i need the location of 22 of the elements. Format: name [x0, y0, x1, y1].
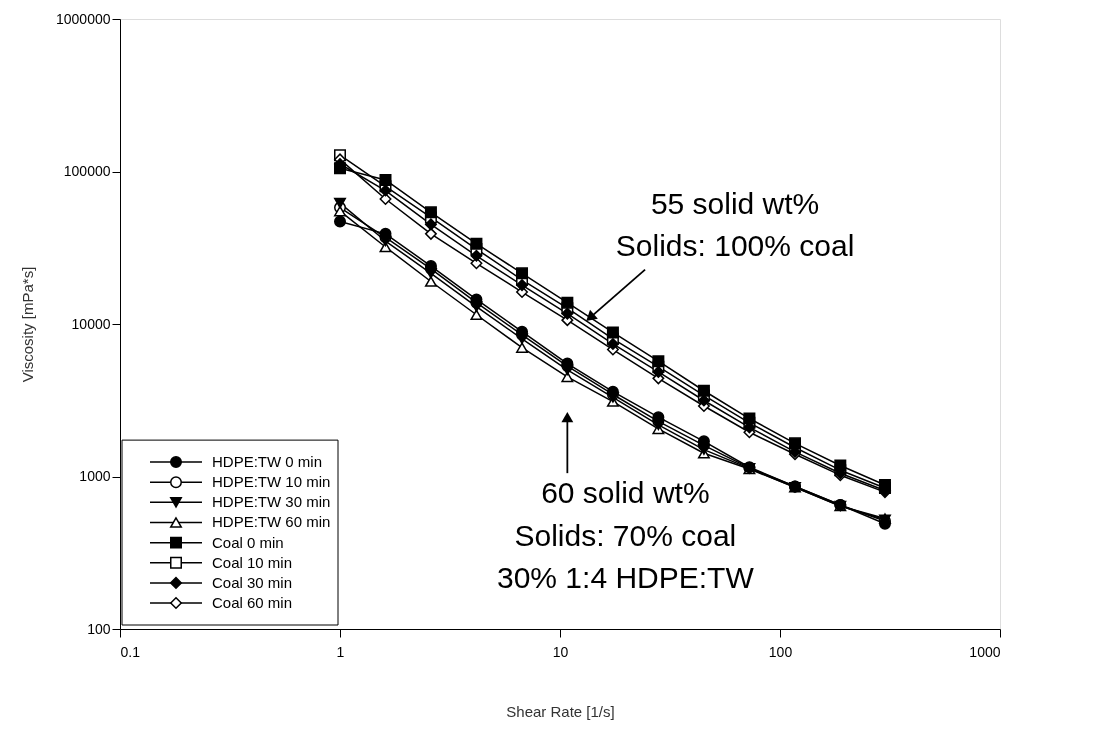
- x-tick-label: 0.1: [120, 643, 141, 660]
- legend-label: Coal 0 min: [212, 533, 284, 551]
- y-tick-label: 100: [87, 620, 111, 637]
- annotation: 60 solid wt% Solids: 70% coal 30% 1:4 HDPE:TW: [496, 476, 755, 595]
- legend-label: HDPE:TW 10 min: [212, 473, 331, 491]
- x-tick-label: 1: [336, 643, 345, 660]
- x-tick-label: 10: [552, 643, 569, 660]
- y-axis-title: Viscosity [mPa*s]: [19, 266, 36, 383]
- x-axis-title: Shear Rate [1/s]: [506, 702, 615, 720]
- legend-label: HDPE:TW 60 min: [212, 513, 331, 531]
- legend-label: HDPE:TW 30 min: [212, 493, 331, 511]
- y-tick-label: 1000: [79, 468, 111, 484]
- legend-label: HDPE:TW 0 min: [212, 453, 323, 471]
- annotation: 55 solid wt% Solids: 100% coal: [615, 186, 855, 263]
- x-tick-label: 1000: [969, 643, 1001, 660]
- legend-label: Coal 10 min: [212, 553, 293, 571]
- legend-label: Coal 60 min: [212, 594, 293, 612]
- y-tick-label: 100000: [63, 163, 111, 179]
- y-tick-label: 1000000: [55, 10, 111, 27]
- legend-label: Coal 30 min: [212, 573, 293, 591]
- y-tick-label: 10000: [71, 315, 111, 332]
- x-tick-label: 100: [768, 643, 793, 660]
